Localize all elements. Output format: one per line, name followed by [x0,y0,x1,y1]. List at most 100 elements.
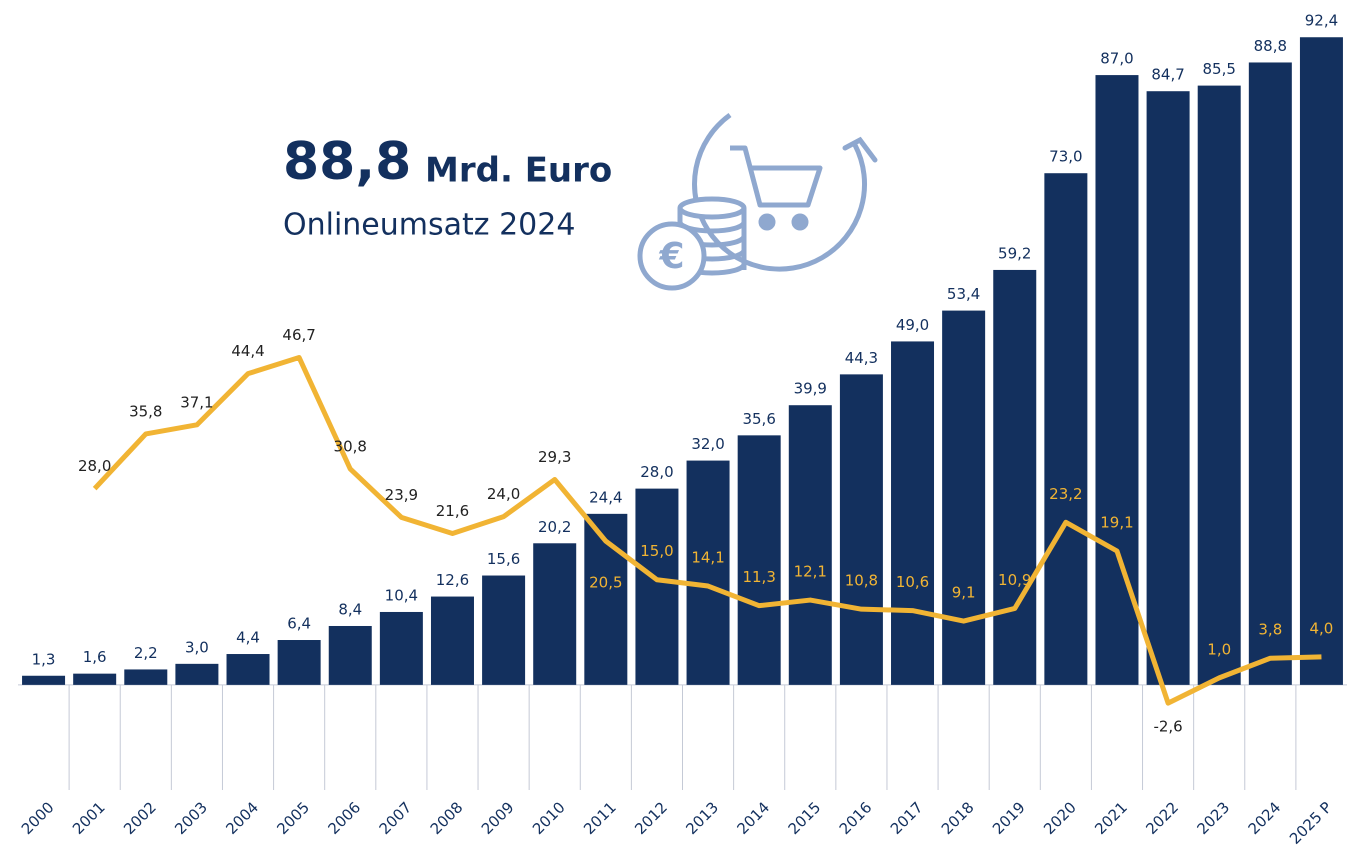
bar-label: 15,6 [487,550,520,568]
bar-label: 35,6 [742,410,775,428]
growth-label: 37,1 [180,393,213,411]
x-tick-label: 2014 [733,798,773,838]
bar [686,460,730,685]
bar [891,341,935,685]
x-tick-label: 2007 [376,798,416,838]
growth-label: 46,7 [282,326,315,344]
growth-label: 11,3 [742,568,775,586]
shopping-icon: € [637,112,878,291]
bar-label: 24,4 [589,488,622,506]
bar [533,543,577,685]
bar [124,669,168,685]
x-tick-label: 2020 [1040,798,1080,838]
headline-unit: Mrd. Euro [425,151,612,191]
bar [993,269,1037,685]
bar-label: 59,2 [998,244,1031,262]
bar [430,596,474,685]
growth-label: 21,6 [436,502,469,520]
x-tick-label: 2005 [273,798,313,838]
x-tick-label: 2017 [887,798,927,838]
bar [1044,173,1088,685]
bar [379,611,423,685]
bar-label: 88,8 [1254,37,1287,55]
bar-label: 49,0 [896,316,929,334]
bar [1299,37,1343,685]
x-tick-label: 2011 [580,798,620,838]
bar [635,488,679,685]
bar-label: 1,6 [83,648,107,666]
x-tick-label: 2012 [631,798,671,838]
growth-label: 30,8 [334,437,367,455]
x-tick-label: 2013 [682,798,722,838]
growth-label: 23,9 [385,486,418,504]
x-tick-label: 2006 [325,798,365,838]
bar-label: 92,4 [1305,12,1338,30]
growth-label: 4,0 [1310,619,1334,637]
bar-label: 8,4 [338,600,362,618]
bar-label: 4,4 [236,629,260,647]
bar-label: 32,0 [691,435,724,453]
bar [22,675,66,685]
headline-subtitle: Onlineumsatz 2024 [283,208,575,243]
x-tick-label: 2018 [938,798,978,838]
bar [328,625,372,685]
bar [839,374,883,685]
growth-label: -2,6 [1153,718,1182,736]
bar [1146,91,1190,685]
bar-label: 39,9 [794,380,827,398]
growth-label: 19,1 [1100,513,1133,531]
growth-label: 44,4 [231,342,264,360]
svg-text:€: € [658,236,684,277]
growth-label: 23,2 [1049,485,1082,503]
bar [1248,62,1292,685]
x-tick-label: 2010 [529,798,569,838]
bar [175,663,219,685]
x-tick-label: 2016 [836,798,876,838]
headline-value: 88,8 [283,132,411,192]
bar [73,673,117,685]
bar [482,575,526,685]
x-tick-label: 2021 [1091,798,1131,838]
x-tick-label: 2008 [427,798,467,838]
growth-label: 15,0 [640,542,673,560]
x-tick-label: 2025 P [1286,798,1335,845]
bar-label: 1,3 [32,650,56,668]
growth-label: 35,8 [129,402,162,420]
bar-label: 6,4 [287,615,311,633]
x-tick-label: 2004 [222,798,262,838]
bar [737,435,781,685]
bar-label: 20,2 [538,518,571,536]
growth-label: 14,1 [691,549,724,567]
bar-label: 84,7 [1151,66,1184,84]
x-tick-label: 2023 [1193,798,1233,838]
growth-label: 20,5 [589,574,622,592]
growth-line [92,355,1322,706]
bar [226,654,270,685]
growth-label: 1,0 [1207,640,1231,658]
x-tick-label: 2019 [989,798,1029,838]
growth-label: 28,0 [78,457,111,475]
x-tick-label: 2024 [1245,798,1285,838]
bar-label: 3,0 [185,638,209,656]
x-tick-label: 2009 [478,798,518,838]
growth-label: 10,8 [845,572,878,590]
bar [1095,75,1139,685]
bar [942,310,986,685]
bar-label: 28,0 [640,463,673,481]
bar-label: 85,5 [1203,60,1236,78]
x-tick-label: 2001 [69,798,109,838]
growth-label: 9,1 [952,584,976,602]
bar [1197,85,1241,685]
bar-label: 87,0 [1100,50,1133,68]
bar-label: 44,3 [845,349,878,367]
bar-label: 2,2 [134,644,158,662]
growth-label: 10,9 [998,571,1031,589]
bar-label: 73,0 [1049,148,1082,166]
growth-label: 24,0 [487,485,520,503]
x-tick-label: 2022 [1142,798,1182,838]
bar-label: 53,4 [947,285,980,303]
growth-label: 10,6 [896,573,929,591]
x-tick-label: 2002 [120,798,160,838]
